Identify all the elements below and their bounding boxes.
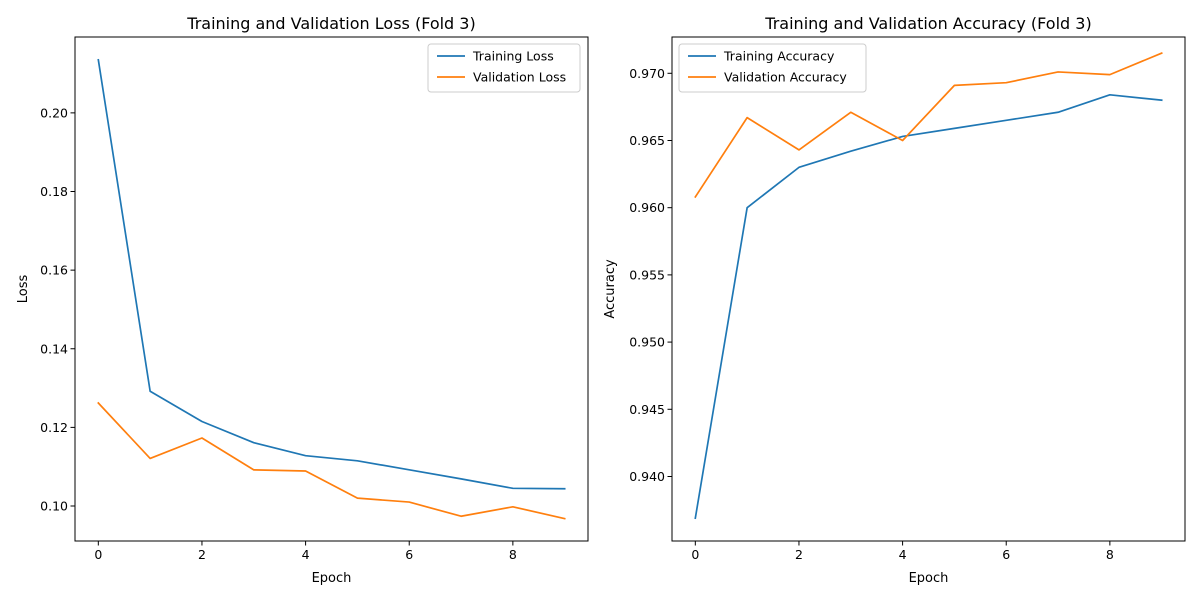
accuracy-chart-title: Training and Validation Accuracy (Fold 3… (764, 14, 1091, 33)
loss-legend: Training Loss Validation Loss (428, 44, 580, 92)
loss-legend-label-training: Training Loss (472, 49, 554, 64)
accuracy-x-tick-label: 0 (691, 547, 699, 562)
loss-y-tick-label: 0.20 (40, 105, 68, 120)
accuracy-legend-label-validation: Validation Accuracy (724, 70, 847, 85)
loss-y-tick-label: 0.10 (40, 499, 68, 514)
loss-y-tick-label: 0.14 (40, 341, 68, 356)
loss-y-tick-label: 0.16 (40, 263, 68, 278)
loss-y-tick-label: 0.18 (40, 184, 68, 199)
loss-legend-label-validation: Validation Loss (473, 70, 566, 85)
accuracy-x-tick-label: 8 (1106, 547, 1114, 562)
accuracy-y-tick-label: 0.945 (629, 402, 665, 417)
accuracy-y-tick-label: 0.940 (629, 469, 665, 484)
loss-x-tick-label: 6 (405, 547, 413, 562)
loss-chart-title: Training and Validation Loss (Fold 3) (186, 14, 475, 33)
accuracy-x-axis-label: Epoch (909, 571, 949, 586)
accuracy-x-tick-label: 2 (795, 547, 803, 562)
loss-x-axis-label: Epoch (312, 571, 352, 586)
loss-y-axis-label: Loss (16, 275, 31, 304)
accuracy-y-tick-label: 0.950 (629, 335, 665, 350)
accuracy-x-tick-label: 4 (899, 547, 907, 562)
loss-x-tick-label: 8 (509, 547, 517, 562)
loss-y-tick-label: 0.12 (40, 420, 68, 435)
loss-x-tick-label: 0 (94, 547, 102, 562)
loss-x-tick-label: 4 (302, 547, 310, 562)
accuracy-y-axis-label: Accuracy (603, 259, 618, 319)
accuracy-y-tick-label: 0.960 (629, 200, 665, 215)
accuracy-y-tick-label: 0.965 (629, 133, 665, 148)
accuracy-y-tick-label: 0.970 (629, 66, 665, 81)
accuracy-legend-label-training: Training Accuracy (723, 49, 835, 64)
accuracy-x-tick-label: 6 (1002, 547, 1010, 562)
accuracy-legend: Training Accuracy Validation Accuracy (679, 44, 866, 92)
loss-x-tick-label: 2 (198, 547, 206, 562)
accuracy-y-tick-label: 0.955 (629, 267, 665, 282)
